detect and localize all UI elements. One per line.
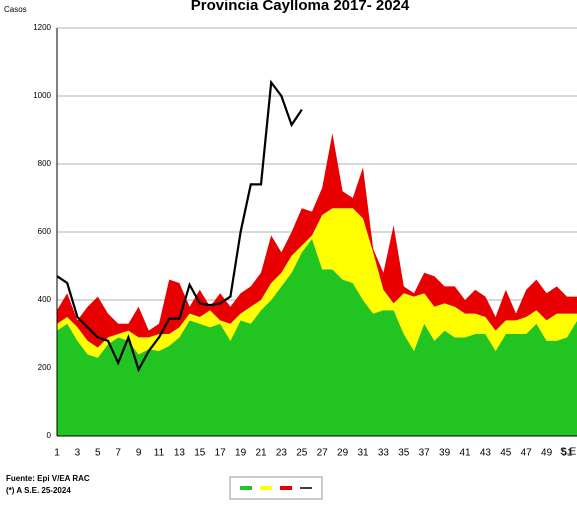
x-tick-label: 7 xyxy=(115,448,121,459)
legend-swatch xyxy=(280,486,292,490)
y-tick-label: 1000 xyxy=(33,91,51,100)
x-tick-label: 11 xyxy=(154,448,165,459)
x-tick-label: 35 xyxy=(398,448,410,459)
line xyxy=(56,79,303,373)
x-tick-label: 33 xyxy=(378,448,390,459)
x-tick-label: 43 xyxy=(480,448,492,459)
y-tick-label: 1200 xyxy=(33,23,51,32)
y-tick-label: 0 xyxy=(47,431,52,440)
y-tick-label: 400 xyxy=(38,295,52,304)
chart-title: Provincia Caylloma 2017- 2024 xyxy=(191,0,410,14)
y-tick-label: 600 xyxy=(38,227,52,236)
area xyxy=(57,208,577,358)
area xyxy=(57,133,577,348)
x-tick-label: 17 xyxy=(215,448,227,459)
x-tick-label: 27 xyxy=(317,448,329,459)
x-tick-label: 9 xyxy=(136,448,142,459)
x-tick-label: 1 xyxy=(54,448,60,459)
y-tick-label: 200 xyxy=(38,363,52,372)
x-tick-label: 45 xyxy=(500,448,512,459)
y-tick-label: 800 xyxy=(38,159,52,168)
x-tick-label: 29 xyxy=(337,448,349,459)
x-tick-label: 15 xyxy=(194,448,206,459)
x-tick-label: 51 xyxy=(561,448,573,459)
x-tick-label: 21 xyxy=(255,448,267,459)
x-tick-label: 19 xyxy=(235,448,247,459)
footnote: (*) A S.E. 25-2024 xyxy=(6,486,71,495)
x-tick-label: 5 xyxy=(95,448,101,459)
x-tick-label: 47 xyxy=(521,448,533,459)
x-tick-label: 37 xyxy=(419,448,431,459)
x-tick-label: 3 xyxy=(75,448,81,459)
x-tick-label: 41 xyxy=(459,448,471,459)
x-tick-label: 49 xyxy=(541,448,553,459)
source-note: Fuente: Epi V/EA RAC xyxy=(6,474,90,483)
x-tick-label: 39 xyxy=(439,448,451,459)
legend-swatch xyxy=(240,486,252,490)
y-axis-label: Casos xyxy=(4,5,27,14)
x-tick-label: 13 xyxy=(174,448,186,459)
x-tick-label: 31 xyxy=(357,448,369,459)
x-axis-label: S.E xyxy=(560,447,576,458)
x-tick-label: 23 xyxy=(276,448,288,459)
legend-swatch xyxy=(260,486,272,490)
x-tick-label: 25 xyxy=(296,448,308,459)
legend-box xyxy=(229,476,323,500)
area xyxy=(57,238,577,436)
